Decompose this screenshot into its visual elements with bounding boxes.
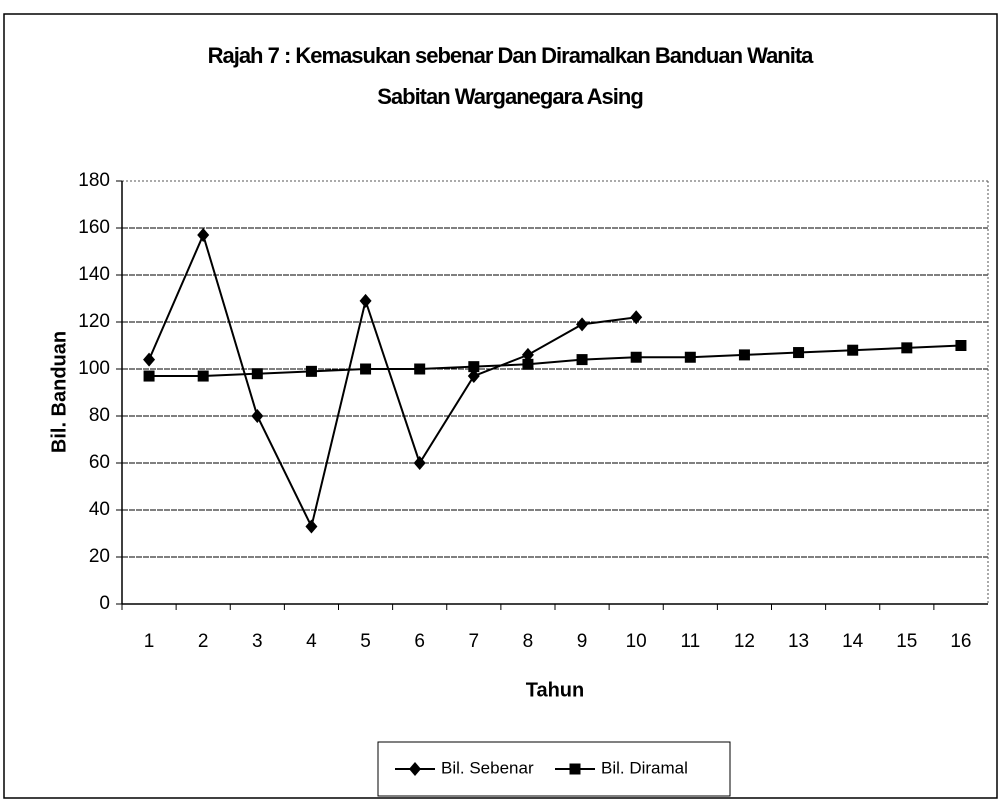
x-tick-label: 7	[469, 631, 480, 652]
data-point	[576, 354, 588, 366]
x-tick-label: 11	[680, 631, 700, 652]
data-point	[738, 349, 750, 361]
y-tick-label: 40	[89, 499, 110, 520]
x-tick-label: 15	[896, 631, 917, 652]
chart-frame	[3, 13, 998, 799]
data-point	[359, 293, 372, 308]
y-tick-label: 160	[78, 217, 110, 238]
data-point	[901, 342, 913, 354]
legend-box	[377, 741, 731, 797]
y-tick-label: 120	[78, 311, 110, 332]
data-point	[576, 317, 589, 332]
x-tick-label: 6	[414, 631, 425, 652]
legend-marker	[409, 762, 421, 776]
chart-title: Rajah 7 : Kemasukan sebenar Dan Diramalk…	[208, 43, 815, 68]
y-tick-label: 180	[78, 170, 110, 191]
y-tick-label: 0	[99, 593, 110, 614]
y-tick-label: 100	[78, 358, 110, 379]
data-point	[251, 409, 264, 423]
x-tick-label: 9	[577, 631, 588, 652]
data-point	[793, 347, 805, 359]
legend-marker	[569, 763, 581, 775]
series-line	[149, 344, 961, 378]
data-point	[955, 340, 967, 351]
series-line	[148, 232, 637, 530]
x-tick-label: 4	[306, 631, 317, 652]
y-axis-title: Bil. Banduan	[48, 331, 70, 453]
legend-label: Bil. Diramal	[601, 758, 688, 777]
data-point	[197, 370, 209, 382]
data-point	[251, 368, 263, 380]
data-point	[360, 363, 372, 375]
x-tick-label: 13	[788, 631, 809, 652]
data-point	[414, 363, 426, 375]
x-tick-label: 2	[198, 631, 209, 652]
x-tick-label: 5	[360, 631, 371, 652]
data-point	[143, 352, 156, 367]
x-tick-label: 3	[252, 631, 263, 652]
x-tick-label: 16	[950, 631, 971, 652]
data-point	[522, 358, 534, 370]
x-tick-label: 12	[734, 631, 755, 652]
x-tick-label: 14	[842, 631, 864, 652]
y-tick-label: 20	[89, 546, 110, 567]
y-tick-label: 60	[89, 452, 110, 473]
data-point	[467, 369, 480, 384]
chart-title: Sabitan Warganegara Asing	[377, 84, 643, 109]
y-tick-label: 140	[78, 264, 110, 285]
legend-label: Bil. Sebenar	[441, 758, 534, 777]
data-point	[413, 456, 426, 470]
data-point	[521, 347, 534, 362]
x-tick-label: 1	[144, 631, 155, 652]
data-point	[847, 344, 859, 356]
data-point	[630, 310, 643, 325]
data-point	[630, 351, 642, 363]
data-point	[305, 519, 318, 534]
data-point	[197, 228, 210, 243]
data-point	[305, 365, 317, 377]
x-axis-title: Tahun	[526, 679, 585, 701]
y-tick-label: 80	[89, 405, 110, 426]
data-point	[684, 351, 696, 363]
x-tick-label: 10	[626, 631, 647, 652]
data-point	[143, 370, 155, 382]
data-point	[468, 361, 480, 373]
x-tick-label: 8	[523, 631, 534, 652]
